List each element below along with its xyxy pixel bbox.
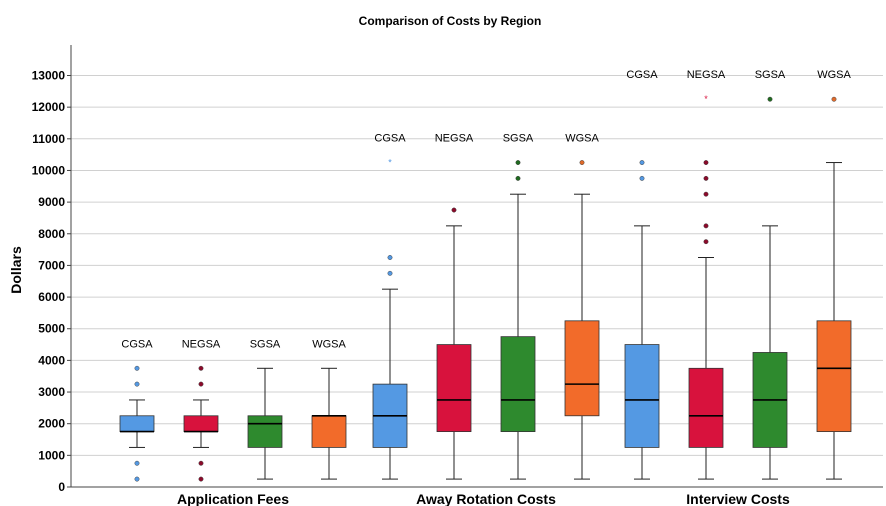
box-negsa: NEGSA * bbox=[687, 69, 726, 480]
group-application-fees: Application Fees CGSA NEGSA SGSA WGSA bbox=[119, 338, 347, 506]
box-cgsa: CGSA bbox=[119, 338, 155, 482]
box-sgsa: SGSA bbox=[752, 69, 788, 480]
chart-title: Comparison of Costs by Region bbox=[359, 14, 542, 28]
y-tick-label: 6000 bbox=[38, 290, 65, 304]
y-tick-label: 11000 bbox=[32, 132, 65, 146]
region-label: NEGSA bbox=[182, 338, 221, 350]
outlier-point bbox=[703, 223, 709, 229]
box-iqr bbox=[311, 415, 347, 448]
y-tick-label: 9000 bbox=[38, 195, 65, 209]
box-cgsa: CGSA * bbox=[372, 133, 408, 480]
box-iqr bbox=[247, 415, 283, 448]
outlier-point bbox=[515, 160, 521, 165]
y-tick-label: 0 bbox=[58, 480, 65, 494]
y-axis-ticks: 0 1000 2000 3000 4000 5000 6000 7000 8000 9000 100… bbox=[32, 69, 71, 494]
y-axis-label: Dollars bbox=[8, 246, 24, 294]
outlier-point bbox=[767, 96, 773, 102]
y-tick-label: 4000 bbox=[38, 353, 65, 367]
region-label: SGSA bbox=[503, 133, 534, 145]
outlier-point bbox=[831, 96, 837, 102]
extreme-point: * bbox=[388, 158, 392, 168]
y-tick-label: 13000 bbox=[32, 69, 66, 83]
outlier-point bbox=[703, 191, 709, 197]
outlier-point bbox=[134, 476, 140, 482]
region-label: CGSA bbox=[626, 69, 658, 81]
outlier-point bbox=[703, 239, 709, 245]
outlier-point bbox=[639, 160, 645, 165]
outlier-point bbox=[387, 270, 393, 276]
x-category-label: Application Fees bbox=[177, 491, 289, 506]
box-iqr bbox=[688, 367, 724, 448]
x-category-label: Interview Costs bbox=[686, 491, 790, 506]
box-wgsa: WGSA bbox=[311, 338, 347, 480]
box-iqr bbox=[183, 415, 219, 433]
y-tick-label: 5000 bbox=[38, 322, 65, 336]
group-interview-costs: Interview Costs CGSA NEGSA * SGSA WGSA bbox=[624, 69, 852, 506]
y-tick-label: 7000 bbox=[38, 258, 65, 272]
region-label: NEGSA bbox=[435, 133, 474, 145]
region-label: SGSA bbox=[755, 69, 786, 81]
region-label: CGSA bbox=[121, 338, 153, 350]
outlier-point bbox=[387, 255, 393, 260]
outlier-point bbox=[134, 365, 140, 371]
outlier-point bbox=[703, 175, 709, 181]
outlier-point bbox=[639, 175, 645, 181]
box-iqr bbox=[119, 415, 155, 433]
box-wgsa: WGSA bbox=[564, 133, 600, 480]
outlier-point bbox=[134, 460, 140, 466]
outlier-point bbox=[703, 160, 709, 165]
y-tick-label: 8000 bbox=[38, 227, 65, 241]
box-sgsa: SGSA bbox=[500, 133, 536, 480]
outlier-point bbox=[134, 381, 140, 387]
y-tick-label: 2000 bbox=[38, 417, 65, 431]
region-label: CGSA bbox=[374, 133, 406, 145]
box-iqr bbox=[436, 344, 472, 433]
box-iqr bbox=[500, 336, 536, 433]
y-tick-label: 10000 bbox=[32, 163, 66, 177]
region-label: SGSA bbox=[250, 338, 281, 350]
outlier-point bbox=[198, 460, 204, 466]
outlier-point bbox=[198, 476, 204, 482]
box-negsa: NEGSA bbox=[435, 133, 474, 480]
outlier-point bbox=[198, 381, 204, 387]
x-category-label: Away Rotation Costs bbox=[416, 491, 556, 506]
box-wgsa: WGSA bbox=[816, 69, 852, 480]
outlier-point bbox=[198, 365, 204, 371]
outlier-point bbox=[579, 160, 585, 165]
region-label: WGSA bbox=[565, 133, 599, 145]
region-label: NEGSA bbox=[687, 69, 726, 81]
box-iqr bbox=[816, 320, 852, 433]
region-label: WGSA bbox=[312, 338, 346, 350]
box-cgsa: CGSA bbox=[624, 69, 660, 480]
region-label: WGSA bbox=[817, 69, 851, 81]
box-iqr bbox=[564, 320, 600, 417]
y-tick-label: 3000 bbox=[38, 385, 65, 399]
extreme-point: * bbox=[704, 94, 708, 104]
y-tick-label: 12000 bbox=[32, 100, 66, 114]
y-tick-label: 1000 bbox=[38, 448, 65, 462]
group-away-rotation-costs: Away Rotation Costs CGSA * NEGSA SGSA WGSA bbox=[372, 133, 600, 506]
outlier-point bbox=[451, 207, 457, 213]
outlier-point bbox=[515, 175, 521, 181]
box-iqr bbox=[624, 344, 660, 448]
box-negsa: NEGSA bbox=[182, 338, 221, 482]
grid-lines bbox=[71, 75, 883, 456]
box-sgsa: SGSA bbox=[247, 338, 283, 480]
